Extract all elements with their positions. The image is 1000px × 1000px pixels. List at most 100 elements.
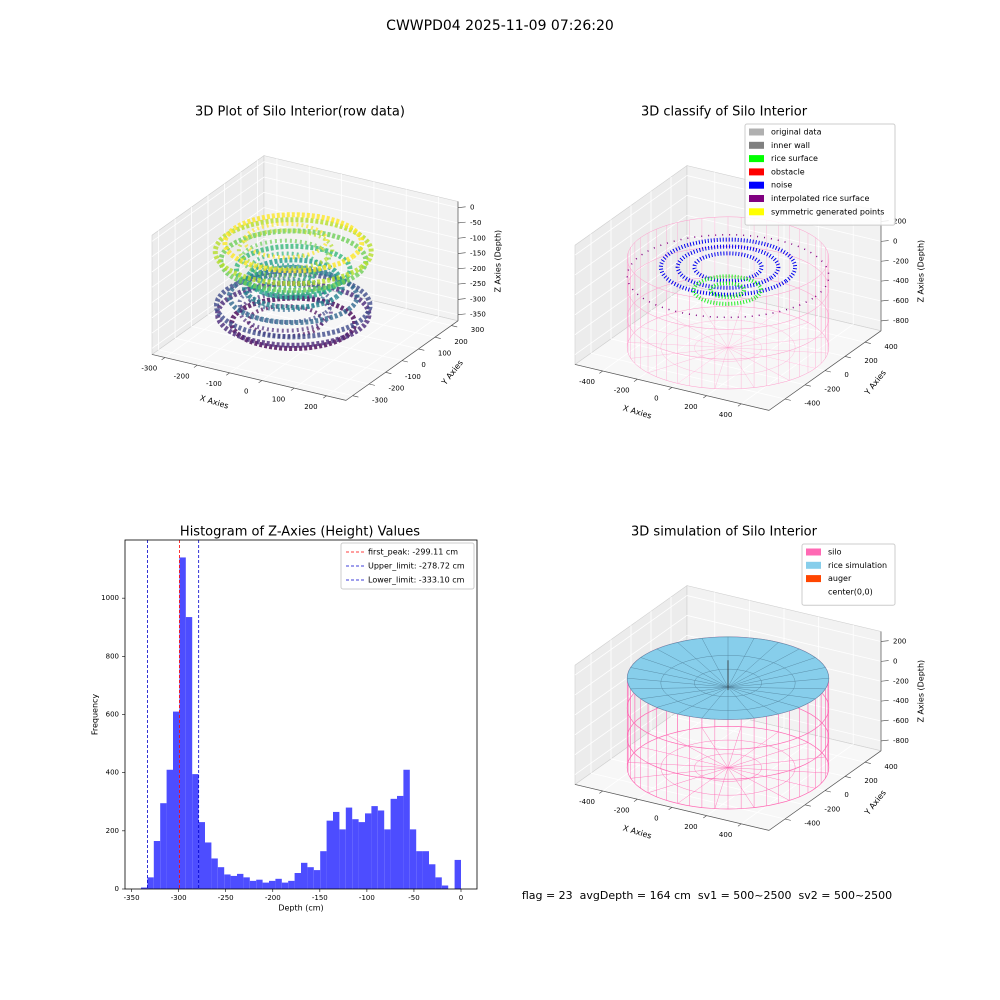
axes-3d: -400 -200 0 200 400 -400 -200 0 200 400 200 0 -200 -4… xyxy=(574,585,925,841)
tick-mark xyxy=(880,699,889,702)
silo-floor xyxy=(727,767,790,801)
tick-mark xyxy=(784,818,791,821)
legend-label: rice surface xyxy=(771,154,818,163)
y-tick-label: -200 xyxy=(824,805,840,813)
bar xyxy=(365,813,372,889)
legend-box xyxy=(744,123,896,226)
x-tick-label: -100 xyxy=(359,894,375,902)
y-tick-label: 800 xyxy=(106,652,119,660)
bar xyxy=(422,851,429,889)
surface-mesh xyxy=(701,686,729,719)
z-tick-label: -600 xyxy=(893,297,909,305)
silo-floor xyxy=(666,314,729,348)
surface-mesh xyxy=(727,667,826,688)
bar xyxy=(441,885,449,889)
x-tick-label: -50 xyxy=(408,894,419,902)
legend-box xyxy=(340,542,475,590)
x-tick-label: 0 xyxy=(244,388,248,396)
surface-mesh xyxy=(640,686,729,700)
silo-floor xyxy=(727,347,755,388)
y-tick-label: 200 xyxy=(106,827,119,835)
point-cloud-ring xyxy=(240,238,331,279)
axis-line xyxy=(768,330,882,411)
grid-line xyxy=(574,195,688,276)
bar xyxy=(326,820,333,889)
legend-label: center(0,0) xyxy=(828,587,873,596)
tick-mark xyxy=(434,336,441,339)
chart-title: 3D classify of Silo Interior xyxy=(641,105,808,120)
grid-line xyxy=(191,325,386,373)
y-tick-label: 100 xyxy=(438,350,451,358)
bar xyxy=(339,829,346,889)
grid-line xyxy=(686,254,882,302)
z-tick-label: -400 xyxy=(893,697,909,705)
axis-line xyxy=(345,320,459,401)
z-axis-label: Z Axies (Depth) xyxy=(916,240,925,303)
legend-swatch xyxy=(749,195,764,202)
tick-mark xyxy=(737,823,742,827)
tick-mark xyxy=(880,680,889,682)
point-cloud-ring xyxy=(212,217,374,287)
point-cloud-ring xyxy=(226,267,360,326)
y-tick-label: 400 xyxy=(106,769,119,777)
tick-mark xyxy=(633,798,638,802)
bar xyxy=(454,859,461,889)
legend-label: inner wall xyxy=(771,141,810,150)
silo-floor xyxy=(727,347,790,381)
tick-mark xyxy=(633,378,638,382)
tick-mark xyxy=(824,370,831,373)
tick-mark xyxy=(668,807,673,811)
tick-mark xyxy=(880,660,889,662)
x-tick-label: 200 xyxy=(684,823,697,831)
x-axis-label: X Axies xyxy=(622,403,653,420)
chart-title: Histogram of Z-Axies (Height) Values xyxy=(180,525,420,540)
bar xyxy=(153,841,161,889)
surface-mesh xyxy=(727,638,755,688)
point-cloud-ring xyxy=(215,280,372,348)
bar xyxy=(409,829,417,889)
z-tick-label: -800 xyxy=(893,737,909,745)
x-axis-label: Depth (cm) xyxy=(278,904,323,913)
tick-mark xyxy=(418,348,425,351)
bar xyxy=(371,806,378,889)
bar xyxy=(429,864,436,889)
bar xyxy=(198,822,205,889)
grid-line xyxy=(151,207,265,288)
tick-mark xyxy=(599,370,603,374)
x-tick-label: -200 xyxy=(174,372,190,380)
bar xyxy=(237,873,244,889)
bar xyxy=(243,877,250,889)
z-tick-label: -200 xyxy=(470,265,486,273)
y-tick-label: 0 xyxy=(844,791,848,799)
bar xyxy=(224,874,231,889)
bar xyxy=(294,873,301,889)
bar xyxy=(403,769,410,889)
x-tick-label: -200 xyxy=(614,386,630,394)
surface-mesh xyxy=(727,648,800,688)
surface-mesh xyxy=(727,642,779,688)
tick-mark xyxy=(784,398,791,401)
x-tick-label: 400 xyxy=(719,831,732,839)
tick-mark xyxy=(880,719,889,722)
z-tick-label: -50 xyxy=(470,219,481,227)
tick-mark xyxy=(368,383,375,386)
tick-mark xyxy=(290,387,295,391)
legend-label: symmetric generated points xyxy=(771,207,884,216)
x-tick-label: -400 xyxy=(579,378,595,386)
z-tick-label: -200 xyxy=(893,257,909,265)
grid-line xyxy=(158,349,353,397)
legend-swatch xyxy=(749,141,764,149)
silo-floor xyxy=(727,767,816,789)
bar xyxy=(377,810,385,889)
surface-mesh xyxy=(627,677,729,688)
bar xyxy=(384,829,391,889)
y-axis-label: Y Axies xyxy=(439,358,465,387)
silo-floor xyxy=(727,731,779,768)
x-tick-label: -100 xyxy=(206,380,222,388)
z-tick-label: -250 xyxy=(470,280,486,288)
tick-mark xyxy=(457,267,466,270)
bar xyxy=(256,879,263,889)
surface-mesh xyxy=(727,657,816,688)
x-tick-label: -150 xyxy=(312,894,328,902)
